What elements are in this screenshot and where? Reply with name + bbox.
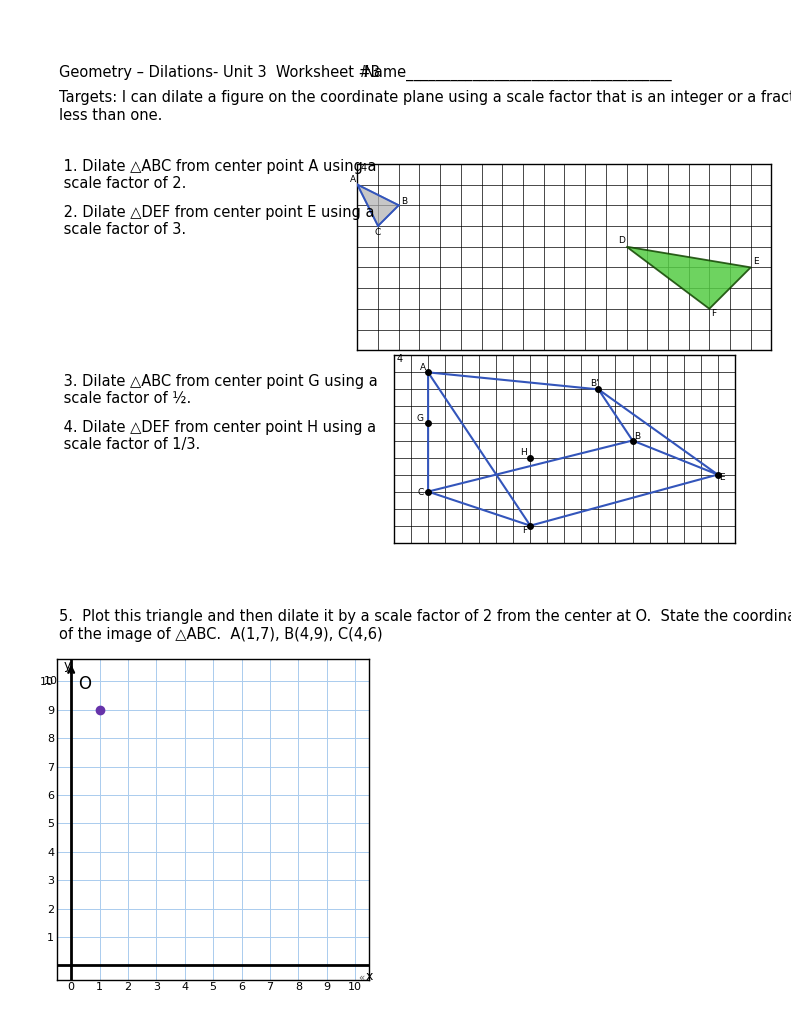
Text: C: C	[375, 228, 381, 238]
Text: 4: 4	[361, 163, 366, 173]
Text: Name____________________________________: Name____________________________________	[364, 65, 672, 81]
Text: B': B'	[590, 379, 599, 388]
Text: 10: 10	[44, 677, 58, 686]
Text: y: y	[63, 659, 70, 673]
Text: H: H	[520, 447, 527, 457]
Text: 4: 4	[396, 354, 403, 365]
Text: C: C	[418, 488, 424, 497]
Text: Targets: I can dilate a figure on the coordinate plane using a scale factor that: Targets: I can dilate a figure on the co…	[59, 90, 791, 123]
Text: O: O	[78, 675, 91, 692]
Text: «: «	[358, 973, 365, 982]
Polygon shape	[358, 184, 399, 226]
Text: G: G	[416, 414, 423, 423]
Text: F: F	[522, 526, 527, 536]
Text: B: B	[401, 198, 407, 206]
Text: F: F	[711, 309, 717, 318]
Polygon shape	[626, 247, 751, 309]
Text: 2. Dilate △DEF from center point E using a
 scale factor of 3.: 2. Dilate △DEF from center point E using…	[59, 205, 375, 238]
Text: 1. Dilate △ABC from center point A using a
 scale factor of 2.: 1. Dilate △ABC from center point A using…	[59, 159, 377, 191]
Text: 3. Dilate △ABC from center point G using a
 scale factor of ½.: 3. Dilate △ABC from center point G using…	[59, 374, 378, 407]
Text: A: A	[419, 362, 426, 372]
Text: 4. Dilate △DEF from center point H using a
 scale factor of 1/3.: 4. Dilate △DEF from center point H using…	[59, 420, 377, 453]
Text: E: E	[719, 473, 725, 481]
Text: B: B	[634, 432, 641, 440]
Text: E: E	[753, 257, 759, 266]
Text: x: x	[365, 971, 373, 983]
Text: A: A	[350, 175, 356, 184]
Text: 5.  Plot this triangle and then dilate it by a scale factor of 2 from the center: 5. Plot this triangle and then dilate it…	[59, 609, 791, 642]
Text: D: D	[619, 236, 625, 245]
Text: Geometry – Dilations- Unit 3  Worksheet #3: Geometry – Dilations- Unit 3 Worksheet #…	[59, 65, 380, 80]
